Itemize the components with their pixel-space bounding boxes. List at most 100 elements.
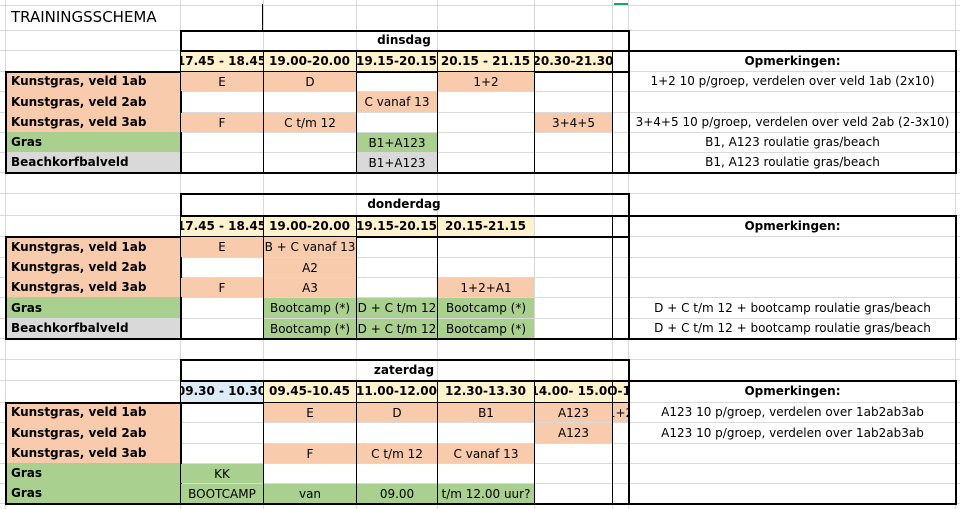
schedule-cell[interactable] (438, 258, 534, 277)
border-line (180, 193, 629, 195)
schedule-cell[interactable] (438, 237, 534, 257)
schedule-cell[interactable]: B1 (438, 403, 534, 422)
schedule-cell[interactable]: C vanaf 13 (357, 92, 437, 112)
schedule-cell[interactable] (357, 258, 437, 277)
schedule-cell[interactable] (264, 92, 356, 112)
schedule-cell[interactable] (613, 423, 628, 443)
schedule-cell[interactable] (264, 153, 356, 172)
remark-cell[interactable] (630, 277, 955, 297)
schedule-cell[interactable] (181, 319, 263, 338)
remark-cell[interactable] (630, 443, 955, 463)
remark-cell[interactable]: B1, A123 roulatie gras/beach (705, 155, 880, 169)
schedule-cell[interactable]: F (264, 444, 356, 463)
schedule-cell[interactable]: D (357, 403, 437, 422)
schedule-cell[interactable] (438, 92, 534, 112)
schedule-cell[interactable] (438, 113, 534, 132)
remark-cell[interactable]: A123 10 p/groep, verdelen over 1ab2ab3ab (661, 405, 924, 419)
schedule-cell[interactable] (181, 423, 263, 443)
schedule-cell[interactable]: A3 (264, 278, 356, 297)
schedule-cell[interactable] (438, 153, 534, 172)
schedule-cell[interactable]: A123 (535, 403, 612, 422)
schedule-cell[interactable]: BOOTCAMP (181, 484, 263, 503)
schedule-cell[interactable] (535, 72, 612, 91)
schedule-cell[interactable] (181, 298, 263, 318)
schedule-cell[interactable] (357, 72, 437, 91)
remark-cell[interactable]: 3+4+5 10 p/groep, verdelen over veld 2ab… (635, 115, 950, 129)
remark-cell[interactable] (630, 463, 955, 483)
schedule-cell[interactable] (535, 464, 612, 483)
schedule-cell[interactable]: 3+4+5 (535, 113, 612, 132)
schedule-cell[interactable]: t/m 12.00 uur? (438, 484, 534, 503)
remark-cell[interactable]: B1, A123 roulatie gras/beach (705, 135, 880, 149)
schedule-cell[interactable] (613, 484, 628, 503)
schedule-cell[interactable] (181, 133, 263, 152)
gridline (0, 483, 960, 484)
schedule-cell[interactable]: E (181, 72, 263, 91)
remark-cell[interactable]: 1+2 10 p/groep, verdelen over veld 1ab (… (650, 74, 935, 88)
schedule-cell[interactable] (357, 113, 437, 132)
schedule-cell[interactable] (613, 444, 628, 463)
schedule-cell[interactable] (438, 133, 534, 152)
schedule-cell[interactable] (613, 464, 628, 483)
schedule-cell[interactable] (438, 464, 534, 483)
schedule-cell[interactable]: Bootcamp (*) (264, 298, 356, 318)
schedule-cell[interactable]: C t/m 12 (357, 444, 437, 463)
schedule-cell[interactable]: KK (181, 464, 263, 483)
schedule-cell[interactable]: A2 (264, 258, 356, 277)
schedule-cell[interactable] (535, 484, 612, 503)
remark-cell[interactable]: A123 10 p/groep, verdelen over 1ab2ab3ab (661, 425, 924, 440)
schedule-cell[interactable] (357, 278, 437, 297)
schedule-cell[interactable]: 1+2+A1 (438, 278, 534, 297)
border-line (955, 380, 957, 503)
remark-cell[interactable] (630, 257, 955, 277)
schedule-cell[interactable] (264, 423, 356, 443)
schedule-cell[interactable]: F (181, 278, 263, 297)
schedule-cell[interactable] (535, 153, 612, 172)
schedule-cell[interactable]: C vanaf 13 (438, 444, 534, 463)
remark-cell[interactable] (630, 483, 955, 503)
border-line (263, 50, 264, 172)
schedule-cell[interactable]: C t/m 12 (264, 113, 356, 132)
schedule-cell[interactable]: 1+2 (438, 72, 534, 91)
schedule-cell[interactable]: D + C t/m 12 (357, 319, 437, 338)
schedule-cell[interactable]: E (181, 237, 263, 257)
schedule-cell[interactable]: Bootcamp (*) (438, 298, 534, 318)
schedule-cell[interactable]: B1+A123 (357, 133, 437, 152)
schedule-cell[interactable] (264, 464, 356, 483)
day-header: donderdag (367, 197, 441, 211)
schedule-cell[interactable]: Bootcamp (*) (438, 319, 534, 338)
schedule-cell[interactable]: 09.00 (357, 484, 437, 503)
schedule-cell[interactable]: B1+A123 (357, 153, 437, 172)
schedule-cell[interactable]: van (264, 484, 356, 503)
time-slot: 19.15-20.15 (356, 215, 437, 236)
remark-cell[interactable] (630, 91, 955, 112)
schedule-cell[interactable] (535, 92, 612, 112)
time-slot: 20.30-21.30 (534, 50, 612, 71)
remark-cell[interactable]: D + C t/m 12 + bootcamp roulatie gras/be… (654, 321, 931, 335)
schedule-cell[interactable]: Bootcamp (*) (264, 319, 356, 338)
schedule-cell[interactable] (181, 403, 263, 422)
schedule-cell[interactable] (438, 423, 534, 443)
border-line (612, 50, 613, 172)
schedule-cell[interactable]: F (181, 113, 263, 132)
border-line (356, 50, 357, 172)
remark-cell[interactable] (630, 236, 955, 257)
schedule-cell[interactable] (264, 133, 356, 152)
schedule-cell[interactable] (535, 133, 612, 152)
schedule-cell[interactable]: A123 (535, 423, 612, 443)
schedule-cell[interactable]: E (264, 403, 356, 422)
schedule-cell[interactable] (357, 464, 437, 483)
schedule-cell[interactable] (535, 444, 612, 463)
schedule-cell[interactable] (181, 258, 263, 277)
schedule-cell[interactable] (181, 92, 263, 112)
schedule-cell[interactable]: B + C vanaf 13 (264, 237, 356, 257)
schedule-cell[interactable] (181, 444, 263, 463)
schedule-cell[interactable]: D (264, 72, 356, 91)
schedule-cell[interactable] (357, 237, 437, 257)
remark-cell[interactable]: D + C t/m 12 + bootcamp roulatie gras/be… (654, 300, 931, 315)
border-line (356, 215, 357, 338)
schedule-cell[interactable]: 1+2 (613, 403, 628, 422)
schedule-cell[interactable] (357, 423, 437, 443)
schedule-cell[interactable]: D + C t/m 12 (357, 298, 437, 318)
schedule-cell[interactable] (181, 153, 263, 172)
